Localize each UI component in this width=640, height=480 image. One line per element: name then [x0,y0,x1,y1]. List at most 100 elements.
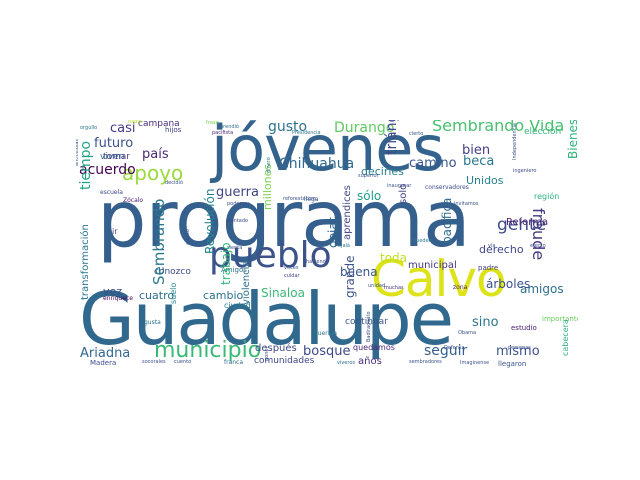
word-haciendo: sembradores [409,359,442,365]
word-hijos: hijos [165,126,182,134]
word-cabecera: cabecera [561,319,570,356]
word-material: Defensa [444,345,465,351]
word-muerto: efecto [530,243,546,249]
word-defensa: socorales [142,359,166,365]
word-importante: estudio [511,324,537,332]
word-reforma: Reforma [506,217,549,228]
word-pueden: pueden [413,238,432,244]
word-querian: pacífica [440,197,454,244]
word-cambio: cambio [203,289,244,302]
word-decirles: decirles [361,165,404,178]
word-prendio: prendió [220,124,239,130]
word-nadie: nadie [128,120,142,125]
word-durango: Durango [334,120,395,136]
word-gusto: gusto [268,120,308,135]
word-viveros: llegaron [498,360,527,368]
word-comunidades: comunidades [254,356,315,366]
word-adulto: sienta [227,245,243,251]
word-triangulo: triángulo [384,120,400,155]
word-tiempo: tiempo [78,140,94,190]
word-suelo: aprendices [342,185,353,240]
word-grande: grande [343,255,357,298]
word-muchas: muchas [384,285,404,291]
word-aprovechamiento: invitamos [454,201,479,207]
word-ciudad: suelo [169,282,178,304]
word-zona: zona [453,284,468,291]
word-unidos: Unidos [466,174,504,187]
word-ingeniero: ingeniero [513,168,537,174]
word-eleccion: elección [524,127,562,137]
word-casi: casi [110,121,136,136]
word-continuar: querían [314,330,337,337]
word-sembrando-vida: Sembrando Vida [432,120,565,135]
word-solo: sólo [357,189,382,203]
word-solo-small: ciudad [224,301,251,310]
word-efecto: vía [488,243,496,249]
word-anos: años [358,356,382,367]
word-tomar-visible: tomar [103,152,131,162]
word-arboles: árboles [486,277,531,291]
word-veces: veces [284,265,299,271]
word-reforestacion: llega [304,196,319,203]
word-estudio: padre [478,264,499,272]
word-sino: sino [472,315,499,330]
word-personas: haciendo [306,259,329,265]
word-venir: personas [508,345,531,351]
word-seguir: seguir [424,343,468,359]
word-madera: franca [224,359,244,366]
word-dejo: unidad [368,283,386,289]
word-conservadores: conservadores [425,184,469,191]
word-cuidar: importante [542,315,578,323]
word-quedamos: quedamos [353,343,395,352]
word-transformacion: transformación [80,224,91,300]
word-guadalupe: Guadalupe [79,277,454,361]
word-acuerdo: acuerdo [79,162,136,178]
word-beca: beca [463,154,495,169]
word-dejar: dejar [326,217,340,248]
word-garantia: Imaginense [460,360,490,366]
word-invitamos: reforestacion [283,196,316,202]
word-sembrando: Sembrando [150,198,168,285]
word-poner: poner [264,346,270,361]
word-orgullo: orgullo [80,125,98,131]
word-gente: gente [497,215,547,235]
word-ariadna: Ariadna [80,346,131,361]
word-amigos-small: cuidar [284,273,300,279]
word-toda: toda [380,251,408,265]
word-frase: frase [206,120,219,126]
word-sienta: ojalá [338,243,350,249]
word-jovenes: jóvenes [211,120,445,185]
word-zocalo: Zócalo [123,197,144,204]
word-anticelulas: anticelulas [76,138,80,166]
word-escuela: escuela [100,189,123,196]
word-construyendo: Madera [90,359,117,367]
word-llega: superior [358,173,379,179]
word-bosque: bosque [303,344,351,359]
word-violencia: violencia [241,260,252,306]
word-franceses: podemos [227,201,251,207]
word-revolucion: Revolución [203,188,217,254]
word-plantado: adulto [185,229,191,245]
word-mismo: mismo [496,344,540,359]
word-dinero: dinero [266,157,272,173]
word-chihuahua: Chihuahua [279,156,355,172]
word-region: región [534,192,560,201]
word-apoyo: apoyo [122,161,184,185]
word-presidencia: Presidencia [292,130,321,136]
word-amigos: amigos [520,282,564,296]
word-enriquece: enriquece [103,295,133,302]
word-podemos: plantado [226,218,249,224]
word-sembradores: cuento [174,359,192,365]
word-pacifista: pacifista [212,130,234,136]
word-fraude: fraude [529,208,548,261]
word-pais: país [142,147,169,162]
word-joven: decidió [165,180,184,186]
word-informe: continuar [345,317,388,327]
word-campana: campaña [138,120,180,129]
word-franca: viveros [337,360,355,366]
word-cloud: programa Guadalupe jóvenes Calvo pueblo … [76,120,578,368]
word-sinaloa: Sinaloa [261,286,305,300]
word-trabajo: trabajo [219,242,233,285]
word-independencia: Independencia [512,123,518,160]
word-obama: Obama [458,330,477,336]
